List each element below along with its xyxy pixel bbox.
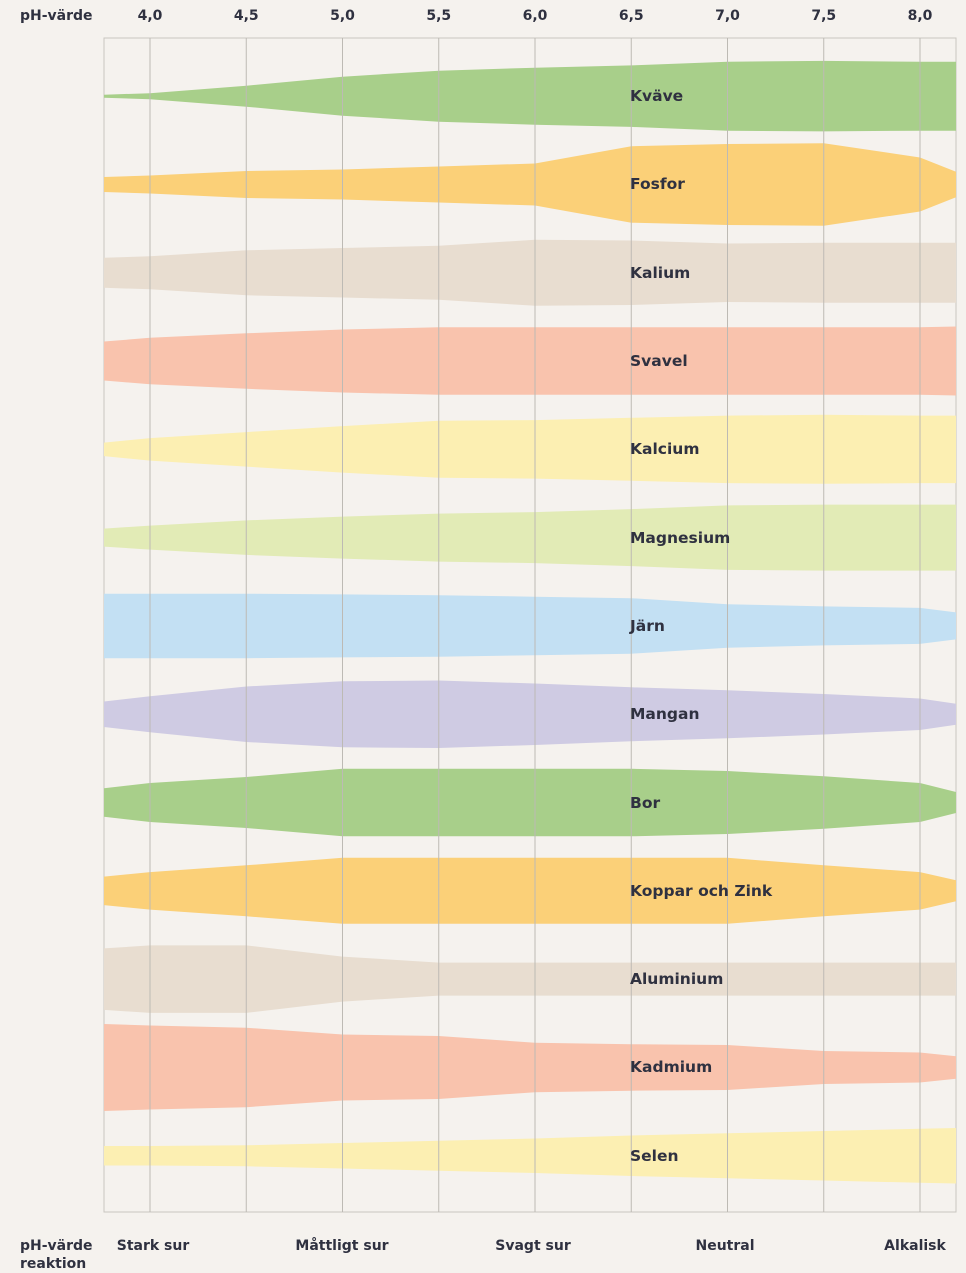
band-kadmium bbox=[104, 1024, 956, 1111]
series-label: Järn bbox=[630, 616, 665, 635]
band-fosfor bbox=[104, 143, 956, 226]
x-tick-label: 6,0 bbox=[522, 8, 548, 24]
reaction-axis-label-line2: reaktion bbox=[20, 1256, 87, 1272]
band-kvave bbox=[104, 60, 956, 132]
band-koppar-och-zink bbox=[104, 857, 956, 924]
band-selen bbox=[104, 1128, 956, 1184]
series-label: Magnesium bbox=[630, 528, 731, 547]
band-svavel bbox=[104, 326, 956, 396]
series-label: Selen bbox=[630, 1146, 679, 1165]
series-label: Kalium bbox=[630, 263, 691, 282]
band-jarn bbox=[104, 593, 956, 659]
band-magnesium bbox=[104, 504, 956, 571]
x-tick-label: 5,5 bbox=[426, 8, 452, 24]
reaction-label: Svagt sur bbox=[495, 1238, 571, 1254]
band-kalcium bbox=[104, 414, 956, 484]
series-label: Aluminium bbox=[630, 970, 724, 989]
series-label: Svavel bbox=[630, 352, 688, 371]
series-label: Bor bbox=[630, 793, 661, 812]
x-tick-label: 4,5 bbox=[233, 8, 259, 24]
x-tick-label: 5,0 bbox=[330, 8, 355, 24]
x-tick-label: 4,0 bbox=[137, 8, 163, 24]
series-label: Fosfor bbox=[630, 175, 685, 194]
series-label: Koppar och Zink bbox=[630, 881, 773, 900]
band-aluminium bbox=[104, 945, 956, 1013]
series-label: Kalcium bbox=[630, 440, 700, 459]
x-tick-label: 6,5 bbox=[618, 8, 644, 24]
ph-axis-label: pH-värde bbox=[20, 8, 93, 24]
reaction-axis-label-line1: pH-värde bbox=[20, 1238, 93, 1254]
x-tick-label: 7,5 bbox=[811, 8, 837, 24]
series-label: Mangan bbox=[630, 705, 700, 724]
reaction-label: Måttligt sur bbox=[295, 1238, 389, 1254]
band-bor bbox=[104, 768, 956, 837]
series-label: Kadmium bbox=[630, 1058, 713, 1077]
reaction-label: Alkalisk bbox=[884, 1238, 946, 1254]
series-label: Kväve bbox=[630, 87, 684, 106]
x-tick-label: 7,0 bbox=[715, 8, 740, 24]
x-tick-label: 8,0 bbox=[907, 8, 933, 24]
reaction-label: Neutral bbox=[695, 1238, 755, 1254]
band-kalium bbox=[104, 239, 956, 306]
band-mangan bbox=[104, 680, 956, 748]
reaction-label: Stark sur bbox=[116, 1238, 190, 1254]
